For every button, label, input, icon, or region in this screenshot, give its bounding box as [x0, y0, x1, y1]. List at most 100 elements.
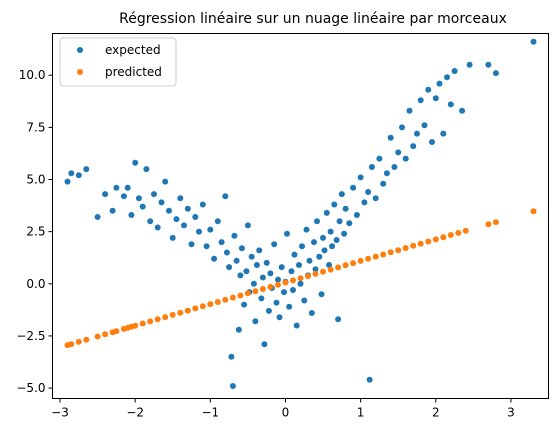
predicted-point [357, 257, 364, 264]
expected-point [308, 310, 315, 316]
predicted-point [387, 249, 394, 256]
expected-point [135, 195, 142, 202]
expected-point [94, 214, 101, 220]
expected-point [288, 268, 295, 275]
expected-point [306, 257, 313, 264]
legend: expected predicted [59, 37, 177, 87]
expected-point [440, 130, 447, 137]
predicted-point [492, 219, 499, 226]
predicted-point [305, 273, 311, 280]
predicted-point [342, 262, 349, 269]
expected-point [271, 241, 278, 248]
expected-point [235, 326, 242, 333]
x-tick-label: −2 [126, 406, 144, 420]
expected-point [68, 170, 75, 177]
expected-point [226, 264, 233, 271]
expected-point [263, 259, 270, 266]
expected-point [286, 303, 293, 310]
expected-point [338, 191, 345, 198]
expected-point [329, 243, 336, 250]
expected-point [75, 172, 82, 179]
expected-point [132, 159, 139, 166]
expected-point [402, 155, 409, 162]
y-tick-label: 0.0 [26, 277, 45, 291]
expected-point [256, 247, 263, 254]
expected-point [323, 209, 330, 216]
expected-point [291, 251, 298, 258]
predicted-point [184, 307, 191, 314]
expected-point [284, 230, 290, 237]
expected-point [368, 164, 375, 170]
predicted-point [395, 247, 402, 254]
expected-point [290, 287, 296, 293]
expected-point [346, 220, 353, 227]
expected-point [139, 203, 146, 210]
expected-point [341, 230, 348, 237]
expected-point [244, 222, 251, 229]
legend-box [59, 37, 177, 87]
expected-point [154, 224, 161, 231]
predicted-point [282, 279, 289, 286]
expected-point [380, 180, 387, 187]
legend-marker-expected [77, 47, 83, 53]
expected-point [120, 193, 127, 200]
expected-point [177, 195, 184, 202]
predicted-point [432, 236, 439, 243]
expected-point [466, 61, 473, 68]
expected-point [223, 249, 230, 256]
expected-point [237, 272, 244, 279]
predicted-point [162, 314, 169, 321]
legend-label-predicted: predicted [105, 65, 162, 79]
predicted-point [139, 320, 146, 327]
expected-point [303, 226, 310, 233]
expected-point [83, 166, 90, 173]
expected-point [184, 205, 191, 212]
expected-point [333, 237, 340, 243]
expected-point [199, 201, 206, 208]
y-tick-label: 2.5 [26, 225, 45, 239]
expected-point [211, 255, 218, 262]
predicted-point [447, 232, 454, 238]
expected-point [451, 68, 458, 74]
expected-point [331, 201, 338, 208]
expected-point [109, 207, 116, 214]
expected-point [530, 38, 537, 45]
legend-label-expected: expected [105, 43, 161, 57]
expected-point [316, 253, 323, 260]
predicted-point [259, 286, 266, 292]
predicted-point [207, 301, 214, 308]
expected-point [253, 262, 260, 268]
expected-point [275, 276, 281, 283]
expected-point [265, 307, 272, 314]
predicted-point [199, 303, 206, 310]
expected-point [128, 212, 135, 218]
expected-point [357, 174, 364, 181]
expected-point [320, 234, 326, 241]
predicted-point [214, 299, 221, 305]
expected-point [350, 184, 357, 191]
expected-point [214, 218, 221, 225]
expected-point [327, 228, 334, 235]
expected-point [229, 383, 236, 389]
expected-point [425, 86, 432, 93]
expected-point [267, 270, 274, 277]
predicted-point [410, 242, 417, 249]
expected-point [395, 149, 402, 156]
predicted-point [402, 245, 409, 251]
expected-point [365, 189, 372, 195]
expected-point [399, 124, 405, 131]
predicted-point [297, 275, 304, 282]
chart-title: Régression linéaire sur un nuage linéair… [119, 11, 507, 27]
axes-frame [52, 33, 549, 399]
x-tick-label: −1 [201, 406, 219, 420]
predicted-point [462, 227, 469, 234]
predicted-point [75, 338, 82, 345]
expected-point [276, 314, 283, 321]
predicted-point [113, 328, 120, 335]
expected-point [414, 130, 420, 137]
predicted-point [425, 238, 432, 245]
y-tick-label: 5.0 [26, 173, 45, 187]
expected-point [444, 74, 450, 81]
expected-point [296, 262, 302, 268]
expected-point [166, 207, 172, 214]
